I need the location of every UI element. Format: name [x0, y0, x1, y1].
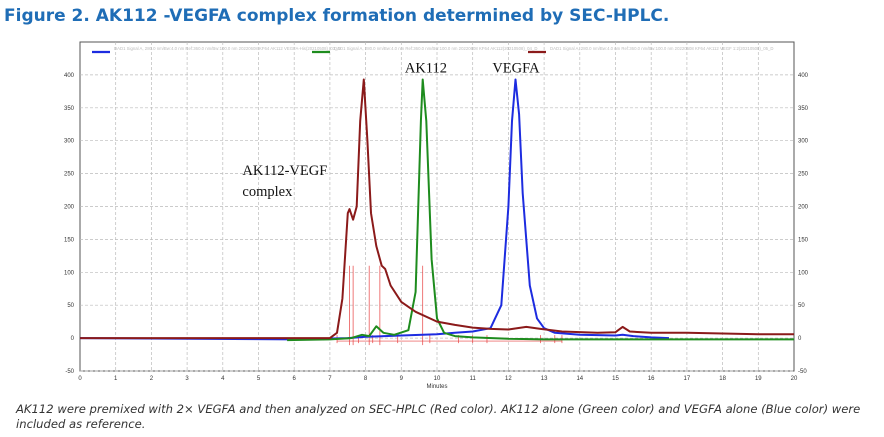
y-tick-label-left: 100 [64, 270, 75, 276]
grid-lines [80, 42, 794, 372]
legend-entry: DAD1 Signal A, 280.0 nm/Bw:4.0 nm Ref:36… [114, 46, 341, 51]
x-tick-label: 4 [221, 376, 225, 382]
x-tick-label: 8 [364, 376, 368, 382]
y-tick-label-left: -50 [65, 369, 74, 375]
x-tick-label: 20 [791, 376, 798, 382]
series-line [79, 78, 670, 341]
x-tick-label: 14 [576, 376, 583, 382]
y-tick-labels-left: -50 0 50 100 150 200 250 300 350 400 [64, 73, 75, 375]
y-tick-label-right: 300 [798, 139, 809, 145]
legend-entry: DAD1 Signal A, 280.0 nm/Bw:4.0 nm Ref:36… [334, 46, 537, 51]
y-tick-label-right: -50 [798, 369, 807, 375]
x-tick-label: 7 [328, 376, 332, 382]
x-tick-label: 9 [400, 376, 404, 382]
x-tick-labels: 0 1 2 3 4 5 6 7 8 9 10 11 12 13 14 15 16 17 18 19 20 [78, 376, 798, 382]
x-tick-label: 18 [719, 376, 726, 382]
x-tick-label: 10 [434, 376, 441, 382]
legend-entry: DAD1 Signal A, 280.0 nm/Bw:4.0 nm Ref:36… [550, 46, 774, 51]
y-tick-label-left: 0 [71, 336, 75, 342]
y-tick-label-left: 400 [64, 73, 75, 79]
y-tick-label-right: 250 [798, 172, 809, 178]
peak-annotation: complex [242, 184, 293, 200]
y-tick-label-right: 100 [798, 270, 809, 276]
x-tick-label: 3 [185, 376, 189, 382]
y-tick-label-right: 350 [798, 106, 809, 112]
legend: DAD1 Signal A, 280.0 nm/Bw:4.0 nm Ref:36… [92, 46, 774, 54]
x-tick-label: 11 [470, 376, 477, 382]
figure-caption: AK112 were premixed with 2× VEGFA and th… [16, 402, 861, 431]
x-tick-label: 13 [541, 376, 548, 382]
x-tick-label: 16 [648, 376, 655, 382]
x-tick-label: 15 [612, 376, 619, 382]
y-tick-label-right: 50 [798, 303, 805, 309]
x-tick-label: 1 [114, 376, 118, 382]
y-tick-label-left: 200 [64, 205, 75, 211]
y-tick-labels-right: -50 0 50 100 150 200 250 300 350 400 [798, 73, 809, 375]
x-tick-label: 19 [755, 376, 762, 382]
y-tick-label-right: 400 [798, 73, 809, 79]
x-tick-label: 0 [78, 376, 82, 382]
figure-title: Figure 2. AK112 -VEGFA complex formation… [4, 6, 670, 26]
y-tick-label-left: 50 [67, 303, 74, 309]
peak-annotation: VEGFA [492, 60, 540, 76]
x-tick-label: 2 [150, 376, 154, 382]
series-lines [79, 78, 794, 342]
y-tick-label-right: 200 [798, 205, 809, 211]
y-tick-label-left: 250 [64, 172, 75, 178]
x-tick-label: 12 [505, 376, 512, 382]
y-tick-label-left: 150 [64, 237, 75, 243]
series-line [287, 78, 794, 342]
x-tick-label: 17 [684, 376, 691, 382]
peak-annotation: AK112-VEGF [242, 163, 327, 179]
series-line [80, 78, 794, 340]
x-tick-label: 6 [293, 376, 297, 382]
x-axis-label: Minutes [426, 384, 447, 390]
y-tick-label-right: 150 [798, 237, 809, 243]
peak-annotations: AK112 VEGFA AK112-VEGF complex [242, 60, 540, 200]
y-tick-label-left: 350 [64, 106, 75, 112]
peak-annotation: AK112 [405, 60, 447, 76]
x-tick-label: 5 [257, 376, 261, 382]
y-tick-label-left: 300 [64, 139, 75, 145]
y-tick-label-right: 0 [798, 336, 802, 342]
